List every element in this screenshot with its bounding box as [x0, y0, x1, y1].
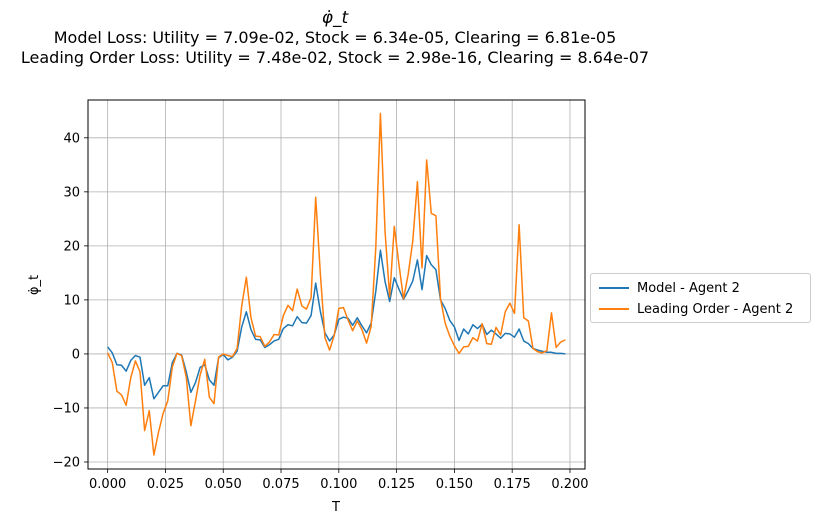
- x-tick-label: 0.175: [494, 477, 531, 492]
- y-tick-label: −20: [53, 455, 80, 470]
- y-axis-label: φ̇_t: [27, 275, 42, 295]
- title-symbol: φ̇_t: [321, 8, 349, 28]
- x-tick-label: 0.025: [147, 477, 184, 492]
- y-tick-label: 20: [63, 239, 80, 254]
- y-tick-label: 0: [72, 347, 80, 362]
- chart-title: φ̇_t Model Loss: Utility = 7.09e-02, Sto…: [0, 8, 670, 68]
- legend: Model - Agent 2 Leading Order - Agent 2: [590, 273, 811, 323]
- x-tick-label: 0.000: [89, 477, 126, 492]
- grid: [88, 100, 585, 469]
- y-tick-label: −10: [53, 401, 80, 416]
- legend-swatch-model: [599, 287, 629, 289]
- axis-ticks: 0.000 0.025 0.050 0.075 0.100 0.125 0.150 0.175…: [53, 131, 589, 492]
- series-lines: [106, 112, 566, 456]
- x-tick-label: 0.200: [551, 477, 588, 492]
- legend-item-leading-order: Leading Order - Agent 2: [599, 299, 793, 319]
- legend-swatch-leading-order: [599, 308, 629, 310]
- plot-frame: [87, 99, 586, 470]
- y-tick-label: 30: [63, 185, 80, 200]
- title-leading-order-loss: Leading Order Loss: Utility = 7.48e-02, …: [20, 48, 650, 67]
- x-tick-label: 0.100: [320, 477, 357, 492]
- x-tick-label: 0.150: [436, 477, 473, 492]
- y-tick-label: 10: [63, 293, 80, 308]
- x-tick-label: 0.125: [378, 477, 415, 492]
- legend-label-leading-order: Leading Order - Agent 2: [637, 301, 794, 317]
- x-tick-label: 0.075: [262, 477, 299, 492]
- series-line-leading-order: [106, 112, 566, 456]
- x-tick-label: 0.050: [205, 477, 242, 492]
- y-tick-label: 40: [63, 131, 80, 146]
- title-model-loss: Model Loss: Utility = 7.09e-02, Stock = …: [53, 28, 617, 47]
- legend-label-model: Model - Agent 2: [637, 280, 740, 296]
- legend-item-model: Model - Agent 2: [599, 278, 740, 298]
- x-axis-label: T: [331, 500, 340, 515]
